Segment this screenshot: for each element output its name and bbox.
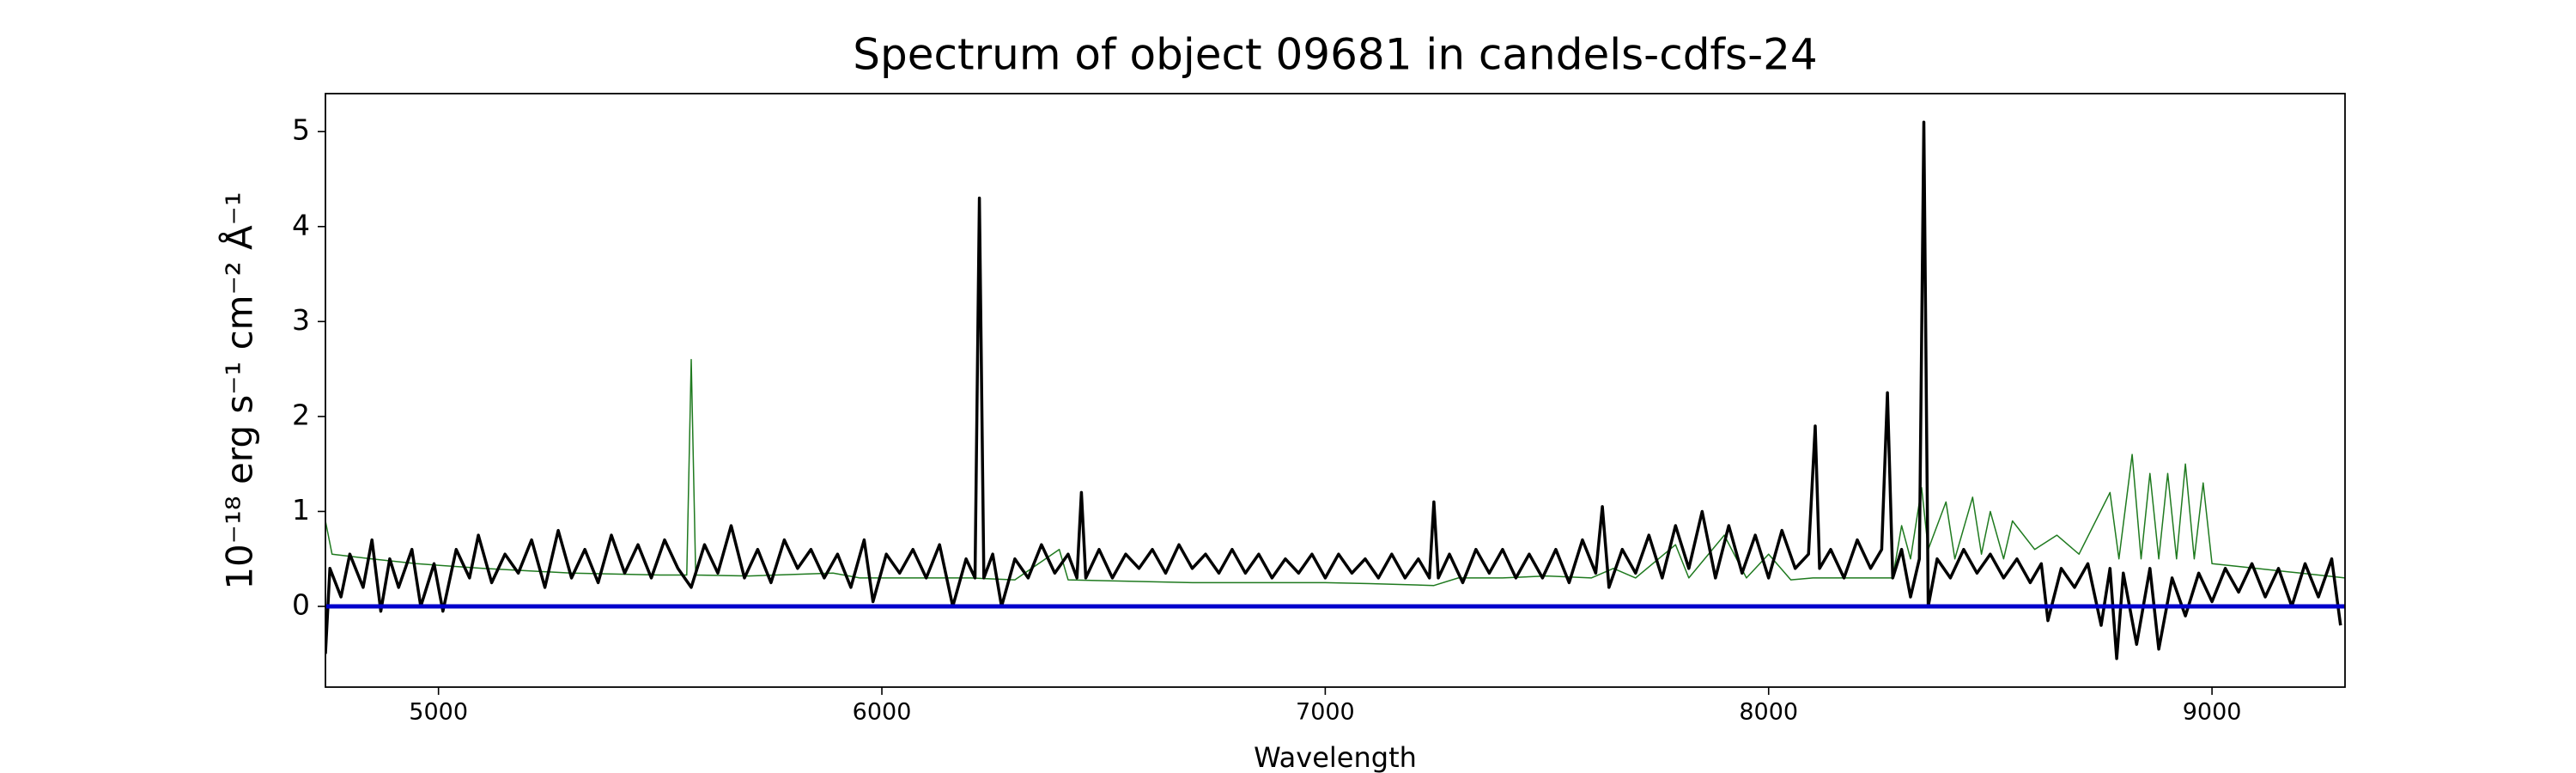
x-tick-label: 9000	[2183, 699, 2242, 726]
spectrum-line	[325, 120, 2342, 660]
x-tick-label: 7000	[1296, 699, 1355, 726]
y-tick-label: 3	[292, 303, 310, 337]
y-tick-label: 5	[292, 113, 310, 147]
x-tick-label: 8000	[1739, 699, 1798, 726]
y-tick-label: 0	[292, 588, 310, 622]
plot-frame	[325, 93, 2346, 688]
spectrum-line	[325, 358, 2345, 587]
x-axis-label: Wavelength	[1254, 741, 1417, 773]
chart-title: Spectrum of object 09681 in candels-cdfs…	[853, 30, 1818, 80]
x-tick-label: 6000	[853, 699, 912, 726]
y-axis-label: 10⁻¹⁸ erg s⁻¹ cm⁻² Å⁻¹	[218, 192, 261, 589]
y-tick-label: 1	[292, 493, 310, 526]
x-tick-label: 5000	[409, 699, 468, 726]
y-tick-label: 4	[292, 208, 310, 241]
y-tick-label: 2	[292, 398, 310, 431]
